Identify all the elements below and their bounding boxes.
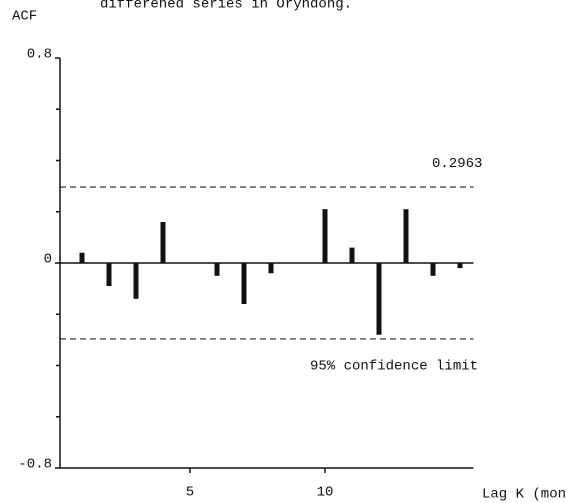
y-tick-label: 0 [44,252,52,268]
confidence-value-label: 0.2963 [432,156,482,172]
bar [457,263,463,269]
bar [349,247,355,263]
bar [160,222,166,263]
x-tick-label: 5 [186,485,194,501]
y-tick-label: 0.8 [27,47,52,63]
bar [214,263,220,276]
x-axis-label: Lag K (month) [482,487,567,503]
bar [106,263,112,287]
y-axis-label: ACF [12,9,37,25]
bar [403,209,409,263]
x-tick-label: 10 [317,485,334,501]
bar [430,263,436,276]
bar [133,263,139,299]
y-tick-label: -0.8 [18,457,52,473]
confidence-label: 95% confidence limit [310,359,478,375]
bar [376,263,382,335]
bar [241,263,247,304]
bar [268,263,274,274]
chart-title: differened series in Oryndong. [100,0,352,13]
bar [79,252,85,263]
bar [322,209,328,263]
